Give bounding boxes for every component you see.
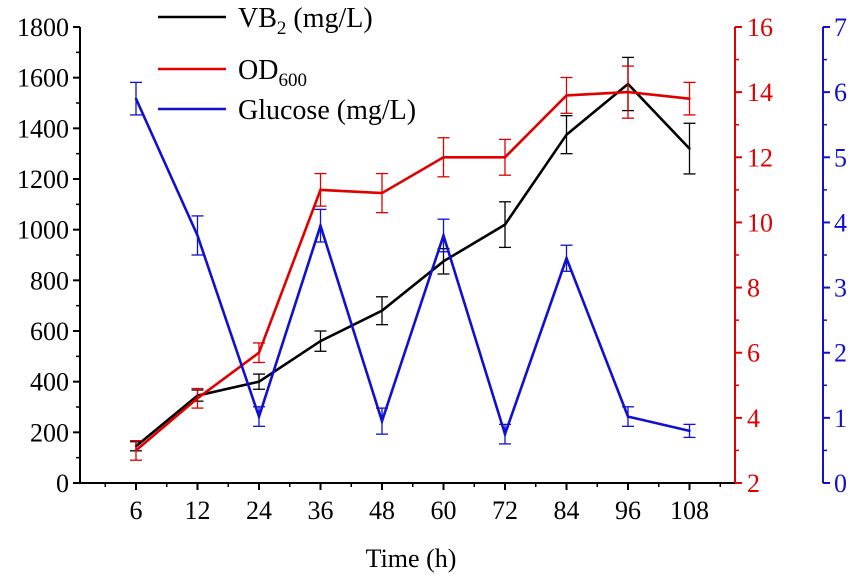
right-axis-1-tick-label: 8	[747, 274, 760, 303]
data-point	[626, 90, 630, 94]
right-axis-1-tick-label: 12	[747, 143, 773, 172]
data-point	[196, 397, 199, 400]
x-axis-tick-label: 48	[369, 496, 395, 525]
left-axis-tick-label: 800	[30, 266, 69, 295]
x-axis-tick-label: 72	[492, 496, 518, 525]
data-point	[442, 156, 445, 159]
data-point	[565, 133, 568, 136]
left-axis-tick-label: 0	[56, 469, 69, 498]
data-point	[688, 429, 691, 433]
left-axis-tick-label: 1000	[17, 216, 69, 245]
x-axis-tick-label: 6	[130, 496, 143, 525]
x-axis-tick-label: 96	[615, 496, 641, 525]
right-axis-2-tick-label: 5	[834, 143, 847, 172]
right-axis-1-tick-label: 4	[747, 404, 760, 433]
series-line-1	[135, 90, 690, 452]
axes: 0200400600800100012001400160018002468101…	[17, 13, 847, 525]
data-point	[319, 339, 322, 343]
right-axis-2-tick-label: 6	[834, 78, 847, 107]
data-point	[257, 351, 261, 354]
data-point	[565, 94, 568, 97]
x-axis-tick-label: 108	[670, 496, 709, 525]
data-point	[442, 234, 445, 237]
left-axis-tick-label: 1400	[17, 114, 69, 143]
data-point	[196, 234, 199, 237]
data-point	[503, 156, 507, 159]
right-axis-2-tick-label: 2	[834, 339, 847, 368]
right-axis-2-tick-label: 7	[834, 13, 847, 42]
right-axis-1-tick-label: 2	[747, 469, 760, 498]
right-axis-1-tick-label: 6	[747, 339, 760, 368]
right-axis-1-tick-label: 10	[747, 208, 773, 237]
series-layer	[130, 56, 696, 461]
data-point	[688, 97, 691, 100]
data-point	[319, 224, 322, 227]
right-axis-1-tick-label: 14	[747, 78, 773, 107]
data-point	[688, 147, 691, 150]
x-axis-tick-label: 24	[246, 496, 272, 525]
legend-label-2: Glucose (mg/L)	[238, 95, 416, 126]
legend-label-1: OD600	[238, 55, 307, 91]
data-point	[442, 260, 445, 263]
data-point	[257, 415, 261, 418]
left-axis-tick-label: 1200	[17, 165, 69, 194]
x-axis-label: Time (h)	[366, 544, 457, 573]
data-point	[626, 415, 630, 418]
series-line-2	[134, 98, 690, 439]
right-axis-2-tick-label: 4	[834, 208, 847, 237]
x-axis-tick-label: 60	[431, 496, 457, 525]
legend: VB2 (mg/L) OD600 Glucose (mg/L)	[158, 3, 416, 126]
data-point	[380, 419, 384, 423]
right-axis-2-tick-label: 1	[834, 404, 847, 433]
x-axis-tick-label: 12	[185, 496, 211, 525]
data-point	[503, 432, 507, 436]
x-axis-tick-label: 84	[554, 496, 580, 525]
left-axis-tick-label: 600	[30, 317, 69, 346]
left-axis-tick-label: 200	[30, 418, 69, 447]
legend-label-0: VB2 (mg/L)	[238, 3, 373, 39]
series-line-0	[135, 82, 691, 448]
left-axis-tick-label: 400	[30, 368, 69, 397]
right-axis-1-tick-label: 16	[747, 13, 773, 42]
data-point	[134, 97, 138, 100]
data-point	[503, 223, 507, 226]
data-point	[380, 309, 384, 312]
x-axis-tick-label: 36	[308, 496, 334, 525]
right-axis-2-tick-label: 3	[834, 274, 847, 303]
data-point	[319, 188, 322, 192]
data-point	[565, 257, 568, 260]
left-axis-tick-label: 1600	[17, 64, 69, 93]
data-point	[380, 191, 384, 195]
data-point	[257, 380, 261, 383]
left-axis-tick-label: 1800	[17, 13, 69, 42]
right-axis-2-tick-label: 0	[834, 469, 847, 498]
data-point	[134, 449, 138, 452]
